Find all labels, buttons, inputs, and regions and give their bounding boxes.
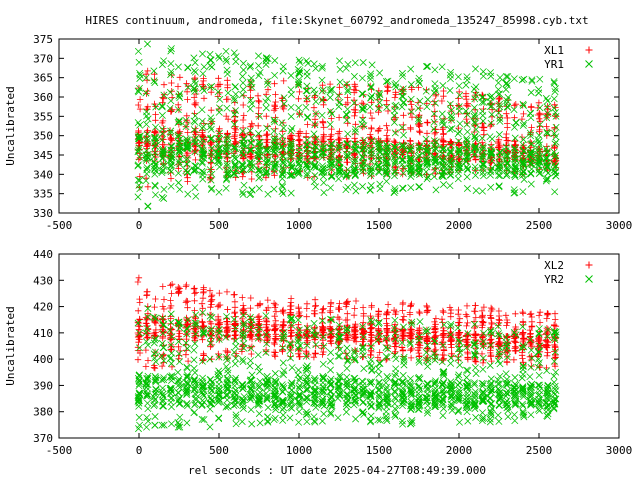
y-tick-label: 370 <box>33 52 53 65</box>
figure-xlabel: rel seconds : UT date 2025-04-27T08:49:3… <box>188 464 486 477</box>
y-tick-label: 430 <box>33 274 53 287</box>
y-tick-label: 400 <box>33 353 53 366</box>
legend-label: XL1 <box>544 44 564 57</box>
top-panel-axes: -500 0 500 1000 1500 2000 2500 3000 330 335 340 345… <box>33 33 632 232</box>
x-tick-label: -500 <box>46 219 73 232</box>
y-tick-label: 420 <box>33 301 53 314</box>
x-tick-label: 2500 <box>526 219 553 232</box>
y-tick-label: 345 <box>33 149 53 162</box>
x-tick-label: 3000 <box>606 219 633 232</box>
x-tick-label: 0 <box>136 444 143 457</box>
legend-label: YR2 <box>544 273 564 286</box>
x-tick-label: 500 <box>209 219 229 232</box>
x-tick-label: 2500 <box>526 444 553 457</box>
top-panel-ylabel: Uncalibrated <box>4 86 17 165</box>
legend-marker <box>585 275 593 283</box>
marker-cloud <box>134 305 560 433</box>
y-tick-label: 380 <box>33 406 53 419</box>
y-tick-label: 340 <box>33 168 53 181</box>
y-tick-label: 365 <box>33 72 53 85</box>
x-tick-label: 2000 <box>446 219 473 232</box>
y-tick-label: 355 <box>33 110 53 123</box>
y-tick-label: 360 <box>33 91 53 104</box>
x-tick-label: 1500 <box>366 219 393 232</box>
x-tick-label: 3000 <box>606 444 633 457</box>
x-tick-label: 500 <box>209 444 229 457</box>
x-tick-label: 2000 <box>446 444 473 457</box>
marker-cloud <box>134 40 560 210</box>
y-tick-label: 410 <box>33 327 53 340</box>
legend-label: XL2 <box>544 259 564 272</box>
y-tick-label: 370 <box>33 432 53 445</box>
yr1-markers <box>134 40 560 210</box>
x-tick-label: 1500 <box>366 444 393 457</box>
bottom-panel-ylabel: Uncalibrated <box>4 306 17 385</box>
bottom-panel-axes: -500 0 500 1000 1500 2000 2500 3000 370 380 390 400… <box>33 248 632 457</box>
y-tick-label: 330 <box>33 207 53 220</box>
figure-title: HIRES continuum, andromeda, file:Skynet_… <box>85 14 588 27</box>
yr2-markers <box>134 305 560 433</box>
bottom-panel-markers <box>134 274 560 433</box>
legend-marker <box>585 46 593 54</box>
y-tick-label: 440 <box>33 248 53 261</box>
x-tick-label: 1000 <box>286 219 313 232</box>
y-tick-label: 375 <box>33 33 53 46</box>
top-panel-markers <box>134 40 560 210</box>
plot-frame <box>58 38 620 214</box>
x-tick-label: -500 <box>46 444 73 457</box>
y-tick-label: 390 <box>33 379 53 392</box>
legend-label: YR1 <box>544 58 564 71</box>
plot-frame <box>58 253 620 439</box>
legend-marker <box>585 261 593 269</box>
legend-marker <box>585 60 593 68</box>
y-tick-label: 350 <box>33 130 53 143</box>
x-tick-label: 1000 <box>286 444 313 457</box>
top-panel: -500 0 500 1000 1500 2000 2500 3000 330 335 340 345… <box>4 33 632 232</box>
y-tick-label: 335 <box>33 188 53 201</box>
bottom-panel: -500 0 500 1000 1500 2000 2500 3000 370 380 390 400… <box>4 248 632 457</box>
x-tick-label: 0 <box>136 219 143 232</box>
